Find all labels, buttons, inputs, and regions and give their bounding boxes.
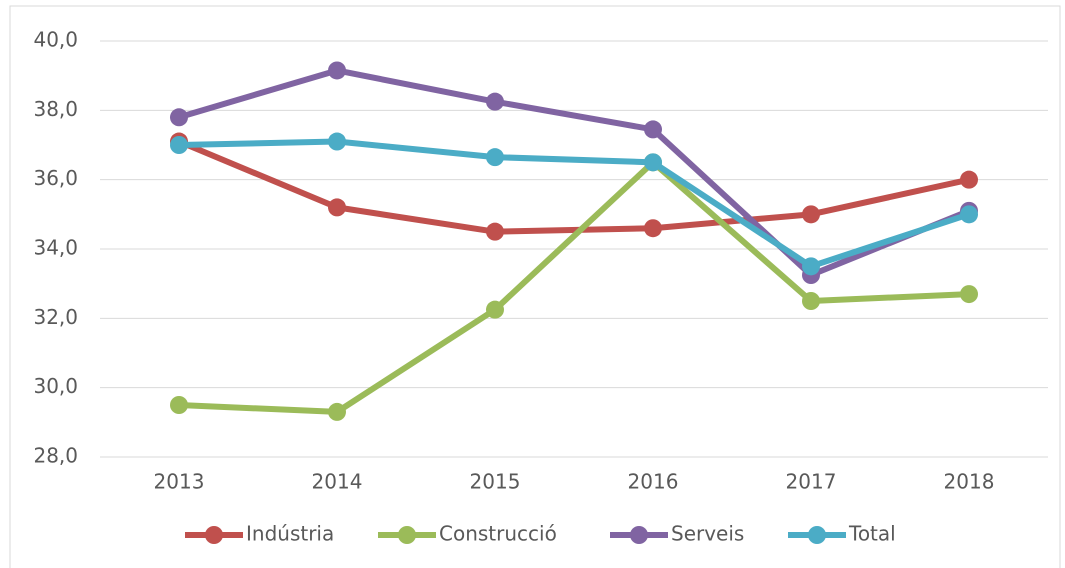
x-tick-label: 2013: [154, 470, 205, 494]
data-point: [328, 132, 346, 151]
data-point: [960, 205, 978, 224]
legend-marker: [205, 526, 223, 544]
y-tick-label: 36,0: [33, 166, 78, 190]
data-point: [960, 170, 978, 189]
legend-marker: [630, 526, 648, 544]
legend-marker: [398, 526, 416, 544]
data-point: [802, 257, 820, 276]
series-line: [178, 159, 970, 415]
series-line: [178, 138, 970, 270]
y-tick-label: 34,0: [33, 236, 78, 260]
legend-label: Construcció: [439, 522, 557, 546]
series-line: [178, 67, 971, 278]
x-tick-label: 2016: [628, 470, 679, 494]
y-tick-label: 30,0: [33, 374, 78, 398]
legend-marker: [808, 526, 826, 544]
y-tick-label: 28,0: [33, 444, 78, 468]
data-point: [328, 61, 346, 80]
series-line: [177, 138, 970, 235]
x-tick-label: 2017: [786, 470, 837, 494]
y-tick-label: 32,0: [33, 305, 78, 329]
data-point: [644, 120, 662, 139]
data-point: [328, 198, 346, 217]
data-point: [170, 108, 188, 127]
x-tick-label: 2014: [312, 470, 363, 494]
data-point: [486, 300, 504, 319]
chart-border: [9, 5, 1061, 568]
x-tick-label: 2015: [470, 470, 521, 494]
data-point: [960, 285, 978, 304]
data-point: [802, 292, 820, 310]
legend-label: Total: [848, 522, 896, 546]
data-point: [170, 136, 188, 154]
data-point: [486, 222, 504, 241]
data-point: [644, 153, 662, 172]
data-point: [170, 396, 188, 414]
data-point: [644, 219, 662, 238]
data-point: [802, 205, 820, 224]
x-tick-label: 2018: [944, 470, 995, 494]
y-tick-label: 40,0: [33, 28, 78, 52]
legend-label: Serveis: [671, 522, 744, 546]
data-point: [328, 402, 346, 421]
y-tick-label: 38,0: [33, 97, 78, 121]
legend-label: Indústria: [246, 522, 334, 546]
data-point: [486, 92, 504, 111]
data-point: [486, 148, 504, 167]
